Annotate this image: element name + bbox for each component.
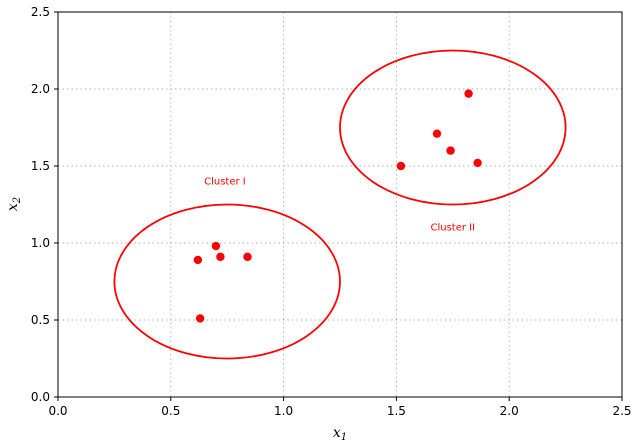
y-tick-label: 0.5 [31,313,50,327]
cluster-ellipse [339,49,567,206]
y-axis-ticks: 0.0 0.5 1.0 1.5 2.0 2.5 [31,5,58,404]
data-point [464,89,473,98]
x-tick-label: 1.5 [387,404,406,418]
grid [58,12,622,397]
y-tick-label: 2.5 [31,5,50,19]
y-tick-label: 1.0 [31,236,50,250]
cluster-label: Cluster I [204,176,246,187]
y-tick-label: 2.0 [31,82,50,96]
data-point [243,252,252,262]
x-tick-label: 2.5 [612,404,631,418]
y-tick-label: 1.5 [31,159,50,173]
x-tick-label: 1.0 [274,404,293,418]
data-point [432,129,442,138]
data-point [211,241,221,251]
data-point [216,252,225,262]
data-point [195,314,205,323]
x-axis-ticks: 0.0 0.5 1.0 1.5 2.0 2.5 [48,397,632,418]
y-axis-label: x2 [5,197,23,211]
data-points [193,89,482,323]
x-tick-label: 0.5 [161,404,180,418]
data-point [446,146,455,155]
cluster-ellipse [113,203,341,360]
data-point [396,161,406,171]
x-tick-label: 0.0 [48,404,67,418]
y-tick-label: 0.0 [31,390,50,404]
plot-frame [57,11,623,398]
x-tick-label: 2.0 [500,404,519,418]
x-axis-label: x1 [333,425,347,443]
data-point [193,255,203,265]
data-point [473,158,482,168]
cluster-label: Cluster II [431,223,476,234]
cluster-ellipses: Cluster I Cluster II [113,49,567,360]
